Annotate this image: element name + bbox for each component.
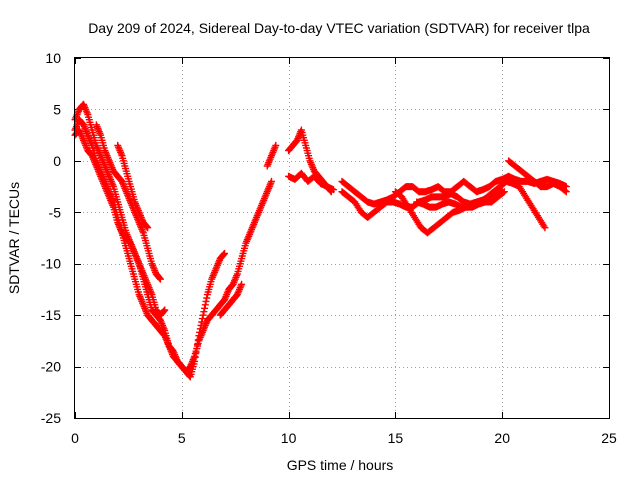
data-point xyxy=(196,325,204,333)
data-point xyxy=(143,223,151,231)
data-point xyxy=(193,345,201,353)
data-point xyxy=(499,189,507,197)
data-point xyxy=(561,187,569,195)
data-point xyxy=(144,224,152,232)
grid-layer xyxy=(75,58,609,418)
data-point xyxy=(156,274,164,282)
data-point xyxy=(192,349,200,357)
data-point xyxy=(221,249,229,257)
series-trace-n xyxy=(505,157,570,196)
y-tick-label: 5 xyxy=(53,101,61,117)
data-point xyxy=(238,280,246,288)
data-point xyxy=(201,301,209,309)
data-point xyxy=(195,332,203,340)
data-point xyxy=(203,294,211,302)
series-trace-f xyxy=(216,280,246,319)
x-tick-label: 15 xyxy=(388,430,404,446)
data-point xyxy=(500,188,508,196)
plot-frame xyxy=(74,57,610,419)
data-point xyxy=(201,304,209,312)
x-tick-label: 25 xyxy=(601,430,617,446)
data-point xyxy=(191,353,199,361)
data-point xyxy=(156,275,164,283)
y-tick-label: 0 xyxy=(53,153,61,169)
x-tick-label: 5 xyxy=(178,430,186,446)
y-tick-label: -15 xyxy=(41,307,61,323)
data-point xyxy=(161,306,169,314)
x-tick-label: 0 xyxy=(71,430,79,446)
y-tick-label: -20 xyxy=(41,359,61,375)
data-point xyxy=(541,224,549,232)
chart-title: Day 209 of 2024, Sidereal Day-to-day VTE… xyxy=(88,20,590,36)
data-point xyxy=(272,141,280,149)
data-layer xyxy=(71,100,570,381)
series-trace-g xyxy=(263,141,280,170)
data-point xyxy=(197,321,205,329)
data-point xyxy=(329,186,337,194)
series-trace-e xyxy=(114,141,152,232)
y-tick-label: -5 xyxy=(49,204,62,220)
series-trace-i xyxy=(285,169,337,194)
y-tick-label: -10 xyxy=(41,256,61,272)
data-point xyxy=(194,336,202,344)
y-tick-label: -25 xyxy=(41,410,61,426)
data-point xyxy=(200,308,208,316)
data-point xyxy=(220,250,228,258)
x-axis-label: GPS time / hours xyxy=(287,457,394,473)
y-tick-label: 10 xyxy=(45,50,61,66)
series-trace-m xyxy=(413,177,549,232)
data-point xyxy=(199,311,207,319)
x-tick-label: 10 xyxy=(281,430,297,446)
data-point xyxy=(202,297,210,305)
x-tick-label: 20 xyxy=(494,430,510,446)
data-point xyxy=(198,315,206,323)
data-point xyxy=(193,340,201,348)
series-trace-d xyxy=(92,121,164,283)
data-point xyxy=(198,318,206,326)
data-point xyxy=(268,177,276,185)
series-trace-c xyxy=(71,126,169,319)
data-point xyxy=(562,188,570,196)
data-point xyxy=(196,328,204,336)
tick-layer: 0 5 10 15 20 25 -25 -20 -15 -10 -5 0 5 10 xyxy=(41,50,617,446)
data-point xyxy=(191,357,199,365)
y-axis-label: SDTVAR / TECUs xyxy=(6,182,22,294)
data-point xyxy=(160,307,168,315)
